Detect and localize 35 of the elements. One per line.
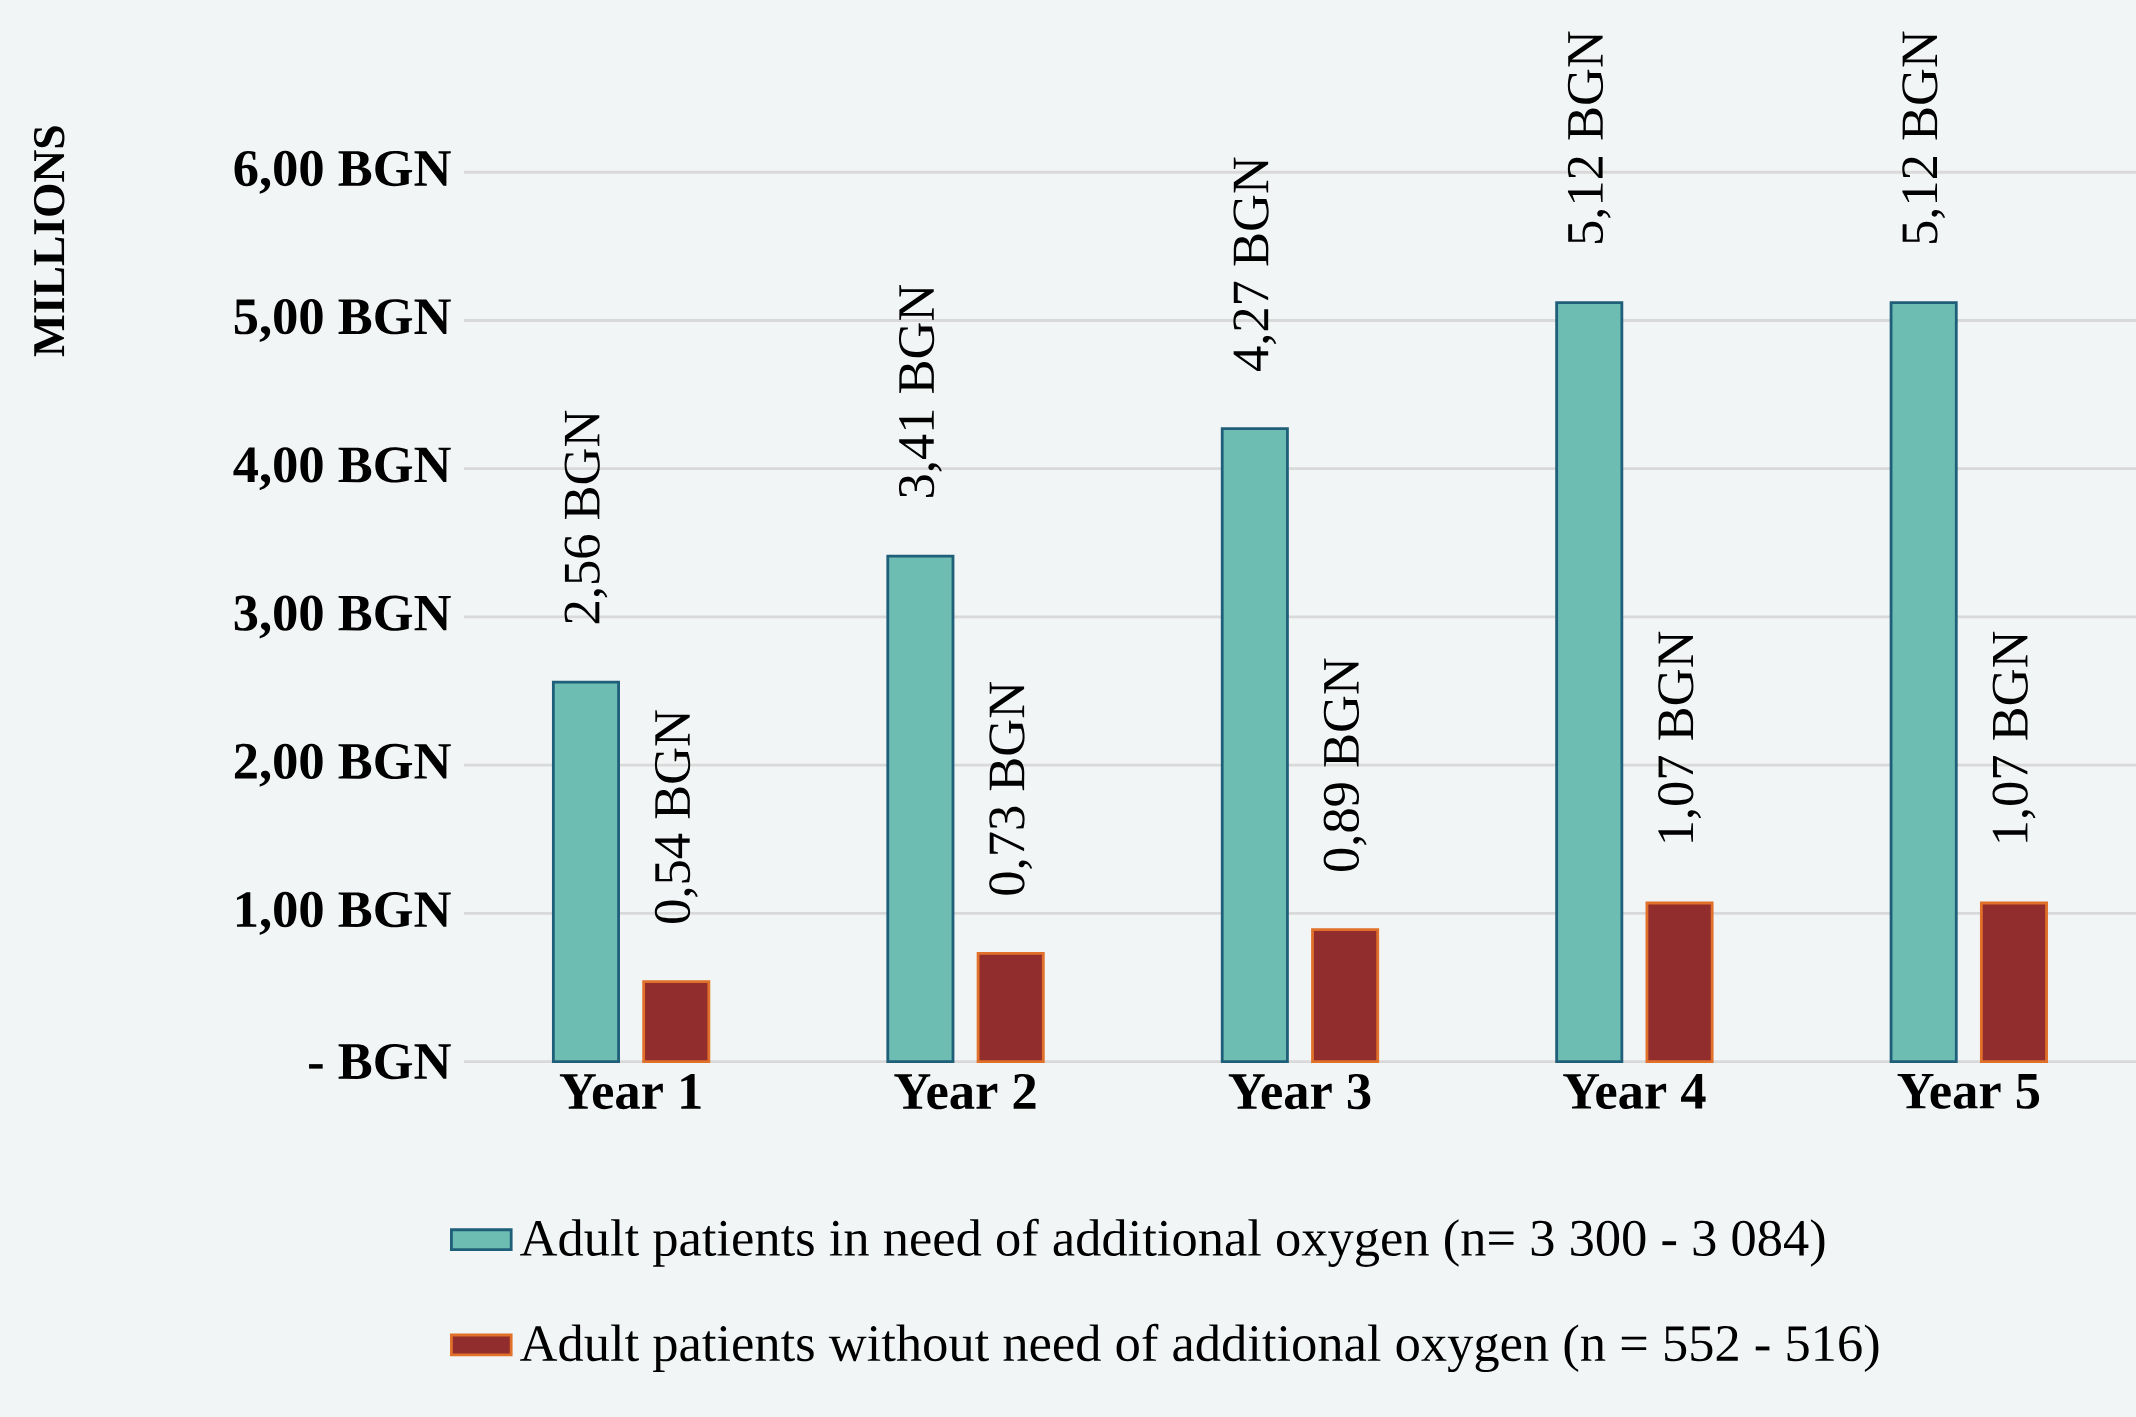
data-label: 0,89 BGN bbox=[1323, 658, 1367, 871]
bar bbox=[1220, 427, 1289, 1063]
y-tick-label: 4,00 BGN bbox=[233, 447, 451, 491]
y-tick-label: 2,00 BGN bbox=[234, 743, 451, 787]
data-label: 0,73 BGN bbox=[989, 682, 1033, 895]
y-axis-title: MILLIONS bbox=[33, 126, 65, 357]
bar bbox=[1555, 301, 1624, 1063]
x-tick-label: Year 5 bbox=[1897, 1073, 2040, 1109]
data-label: 3,41 BGN bbox=[898, 284, 942, 497]
bar bbox=[1889, 301, 1958, 1063]
data-label: 5,12 BGN bbox=[1567, 31, 1611, 243]
data-label: 0,54 BGN bbox=[654, 710, 698, 923]
bar bbox=[1645, 901, 1714, 1063]
data-label: 1,07 BGN bbox=[1992, 631, 2036, 842]
y-tick-label: 5,00 BGN bbox=[234, 298, 451, 342]
data-label: 2,56 BGN bbox=[564, 410, 608, 624]
data-label: 1,07 BGN bbox=[1658, 631, 1702, 842]
x-tick-label: Year 1 bbox=[559, 1073, 701, 1110]
x-tick-label: Year 2 bbox=[894, 1073, 1036, 1110]
bar bbox=[551, 680, 620, 1063]
y-tick-label: 1,00 BGN bbox=[236, 891, 451, 935]
y-tick-label: 6,00 BGN bbox=[234, 150, 451, 194]
bar bbox=[886, 554, 955, 1063]
bar bbox=[1311, 928, 1380, 1063]
x-tick-label: Year 4 bbox=[1563, 1073, 1706, 1109]
y-tick-label: 3,00 BGN bbox=[234, 595, 451, 639]
x-tick-label: Year 3 bbox=[1228, 1073, 1371, 1110]
bar bbox=[642, 980, 711, 1063]
bar bbox=[1979, 901, 2048, 1063]
legend-label: Adult patients without need of additional oxygen (n = 552 - 516) bbox=[520, 1323, 1879, 1373]
y-tick-label: - BGN bbox=[309, 1043, 451, 1080]
legend-label: Adult patients in need of additional oxygen (n= 3 300 - 3 084) bbox=[520, 1218, 1825, 1267]
data-label: 5,12 BGN bbox=[1902, 31, 1946, 243]
data-label: 4,27 BGN bbox=[1233, 157, 1277, 371]
bar bbox=[976, 951, 1045, 1063]
